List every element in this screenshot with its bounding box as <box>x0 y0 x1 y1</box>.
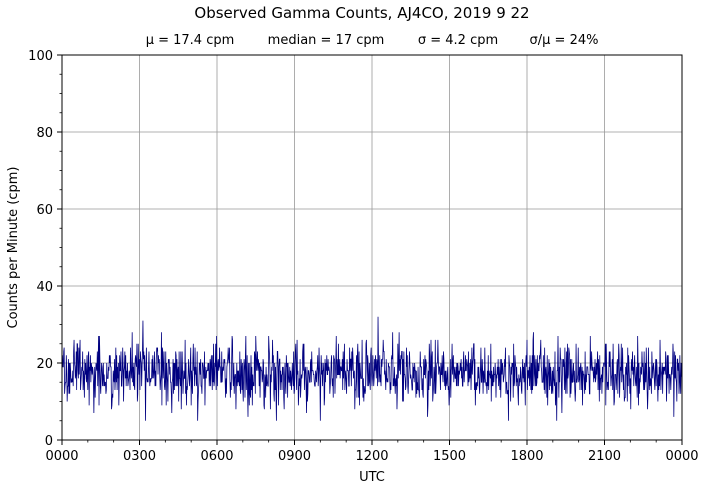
x-tick-label: 0000 <box>45 449 78 464</box>
stat-ratio: σ/μ = 24% <box>530 33 599 48</box>
axis-ticks: 0000 0300 0600 0900 1200 1500 1800 2100 00000204… <box>28 49 698 464</box>
x-tick-label: 1800 <box>510 449 543 464</box>
y-tick-label: 0 <box>45 434 53 449</box>
y-axis-label: Counts per Minute (cpm) <box>6 167 21 329</box>
y-tick-label: 40 <box>36 280 53 295</box>
y-tick-label: 100 <box>28 49 53 64</box>
x-tick-label: 0000 <box>665 449 698 464</box>
stat-mean: μ = 17.4 cpm <box>146 33 235 48</box>
x-tick-label: 0600 <box>200 449 233 464</box>
x-tick-label: 0300 <box>123 449 156 464</box>
chart-title: Observed Gamma Counts, AJ4CO, 2019 9 22 <box>194 4 529 22</box>
grid-lines <box>62 55 682 440</box>
x-tick-label: 1200 <box>355 449 388 464</box>
y-tick-label: 20 <box>36 357 53 372</box>
x-tick-label: 0900 <box>278 449 311 464</box>
x-tick-label: 2100 <box>588 449 621 464</box>
x-tick-label: 1500 <box>433 449 466 464</box>
x-axis-label: UTC <box>359 470 385 485</box>
stat-median: median = 17 cpm <box>268 33 385 48</box>
y-tick-label: 60 <box>36 203 53 218</box>
stat-sigma: σ = 4.2 cpm <box>418 33 498 48</box>
series-line <box>61 316 683 421</box>
y-tick-label: 80 <box>36 126 53 141</box>
